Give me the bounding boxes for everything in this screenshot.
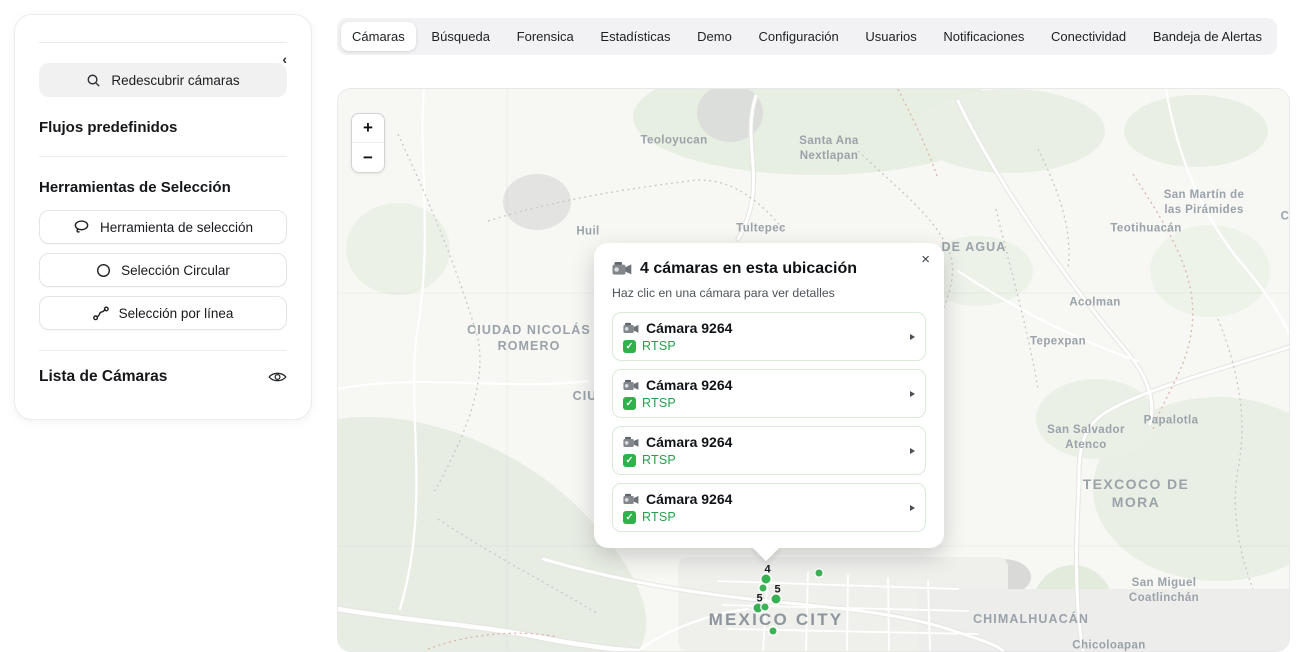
tab-busqueda[interactable]: Búsqueda [420,22,501,51]
camera-cluster-marker[interactable]: 5 [753,593,763,613]
polyline-icon [92,306,109,321]
eye-icon [268,370,287,384]
selection-tool-label: Herramienta de selección [99,219,254,235]
rediscover-cameras-label: Redescubrir cámaras [111,72,240,88]
camera-marker[interactable] [769,627,777,635]
video-camera-icon [623,493,639,506]
camera-marker[interactable] [759,584,767,592]
camera-protocol: RTSP [642,510,676,524]
chevron-right-icon [910,333,915,340]
popup-title: 4 cámaras en esta ubicación [640,260,857,277]
camera-name: Cámara 9264 [646,434,733,450]
chevron-right-icon [910,447,915,454]
predefined-flows-heading: Flujos predefinidos [39,119,178,136]
rediscover-cameras-button[interactable]: Redescubrir cámaras [39,63,287,97]
tab-estadisticas[interactable]: Estadísticas [589,22,681,51]
tab-bandeja-de-alertas[interactable]: Bandeja de Alertas [1142,22,1273,51]
map-zoom-control: + − [351,113,385,173]
divider [39,156,287,157]
zoom-in-button[interactable]: + [352,114,384,143]
line-selection-button[interactable]: Selección por línea [39,296,287,330]
camera-list-row: Lista de Cámaras [39,368,287,386]
camera-name: Cámara 9264 [646,320,733,336]
marker-dot-icon [753,603,763,613]
chevron-right-icon [910,390,915,397]
camera-cluster-marker[interactable]: 5 [771,584,781,604]
zoom-out-button[interactable]: − [352,143,384,172]
location-popup: × 4 cámaras en esta ubicación Haz clic e… [594,243,944,548]
camera-protocol: RTSP [642,339,676,353]
selection-tools-heading: Herramientas de Selección [39,179,231,196]
tab-demo[interactable]: Demo [686,22,743,51]
chevron-right-icon [910,504,915,511]
sidebar-panel: ‹ Redescubrir cámaras Flujos predefinido… [14,14,312,420]
marker-count: 5 [756,592,763,605]
camera-protocol: RTSP [642,453,676,467]
camera-cluster-marker[interactable]: 4 [761,564,771,584]
check-icon: ✓ [623,510,636,524]
marker-dot-icon [761,574,771,584]
camera-name: Cámara 9264 [646,491,733,507]
camera-marker[interactable] [761,603,769,611]
check-icon: ✓ [623,396,636,410]
camera-list-heading: Lista de Cámaras [39,368,168,385]
selection-tool-button[interactable]: Herramienta de selección [39,210,287,244]
circular-selection-label: Selección Circular [121,262,230,278]
check-icon: ✓ [623,453,636,467]
popup-subtitle: Haz clic en una cámara para ver detalles [612,286,835,300]
circular-selection-button[interactable]: Selección Circular [39,253,287,287]
tab-conectividad[interactable]: Conectividad [1040,22,1137,51]
tab-camaras[interactable]: Cámaras [341,22,416,51]
camera-marker[interactable] [815,569,823,577]
camera-list-item[interactable]: Cámara 9264 ✓ RTSP [612,426,926,475]
divider [39,350,287,351]
sidebar-header [39,15,287,43]
tab-bar: Cámaras Búsqueda Forensica Estadísticas … [337,18,1277,55]
camera-list-item[interactable]: Cámara 9264 ✓ RTSP [612,483,926,532]
camera-protocol: RTSP [642,396,676,410]
video-camera-icon [623,436,639,449]
tab-forensica[interactable]: Forensica [506,22,585,51]
map-background [338,89,1289,651]
lasso-icon [73,219,90,235]
tab-usuarios[interactable]: Usuarios [854,22,927,51]
line-selection-label: Selección por línea [118,305,234,321]
camera-name: Cámara 9264 [646,377,733,393]
map-canvas[interactable]: Teoloyucan Santa Ana Nextlapan San Martí… [337,88,1290,652]
video-camera-icon [623,322,639,335]
marker-count: 4 [764,563,771,576]
circle-icon [96,263,111,278]
video-camera-icon [623,379,639,392]
tab-configuracion[interactable]: Configuración [748,22,850,51]
video-camera-icon [612,261,632,277]
toggle-camera-list-visibility-button[interactable] [268,370,287,384]
collapse-sidebar-button[interactable]: ‹ [278,49,291,69]
search-icon [86,73,101,88]
marker-dot-icon [771,594,781,604]
close-icon[interactable]: × [917,249,934,270]
tab-notificaciones[interactable]: Notificaciones [932,22,1035,51]
camera-list-item[interactable]: Cámara 9264 ✓ RTSP [612,369,926,418]
camera-list-item[interactable]: Cámara 9264 ✓ RTSP [612,312,926,361]
marker-count: 5 [774,583,781,596]
check-icon: ✓ [623,339,636,353]
